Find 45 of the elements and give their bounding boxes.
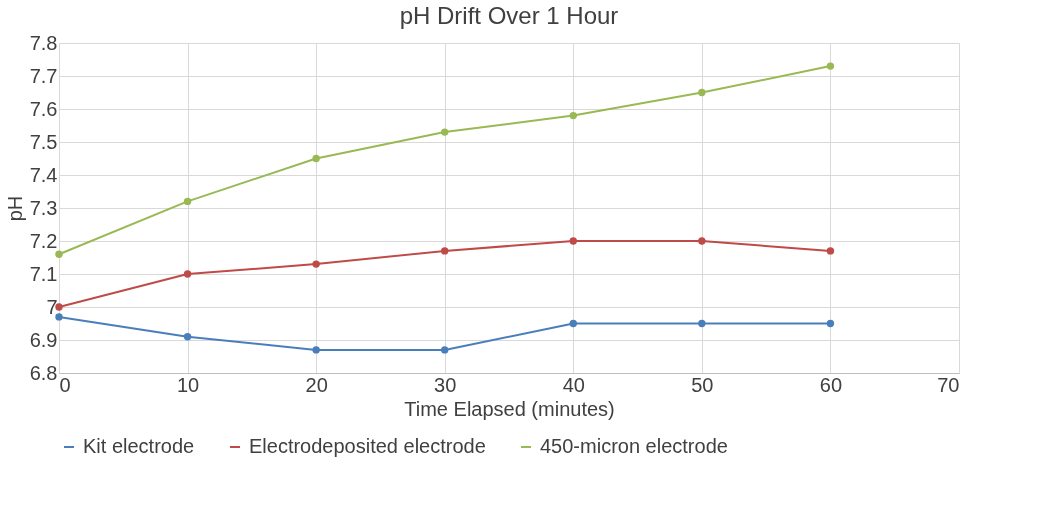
point [441,128,449,136]
point [698,237,706,245]
y-tick-label: 7.8 [29,31,58,54]
y-tick-label: 7.4 [29,163,58,186]
point [569,111,577,120]
point [312,154,320,163]
point [569,319,577,328]
x-tick-label: 70 [937,373,960,396]
legend-label: Electrodeposited electrode [249,435,486,457]
x-axis-title: Time Elapsed (minutes) [404,397,615,420]
x-tick-label: 20 [305,373,328,396]
point [312,346,320,354]
legend-label: Kit electrode [83,435,195,457]
point [569,237,577,245]
point [312,260,320,268]
point [183,333,192,341]
point [183,197,192,206]
x-tick-label: 60 [819,373,843,396]
point [183,270,192,278]
point [826,247,835,255]
point [441,247,449,255]
y-tick-label: 7.5 [29,130,58,153]
x-tick-label: 50 [691,373,714,396]
point [441,346,449,354]
y-tick-label: 7.3 [29,196,58,219]
point [55,250,63,258]
point [826,62,835,70]
x-tick-label: 10 [176,373,200,396]
y-tick-label: 6.9 [29,328,58,351]
y-tick-label: 7.7 [29,64,58,87]
point [698,88,706,97]
point [826,319,835,328]
y-tick-label: 7.6 [29,97,58,120]
x-tick-label: 40 [562,373,585,396]
y-tick-label: 6.8 [29,361,58,384]
point [698,319,706,328]
y-axis-title: pH [3,195,26,222]
x-tick-label: 0 [59,373,71,396]
chart-title: pH Drift Over 1 Hour [399,2,619,29]
legend-label: 450-micron electrode [540,435,728,457]
y-tick-label: 7 [46,295,58,318]
point [55,313,63,321]
y-tick-label: 7.1 [29,262,58,285]
x-tick-label: 30 [434,373,457,396]
y-tick-label: 7.2 [29,229,58,252]
